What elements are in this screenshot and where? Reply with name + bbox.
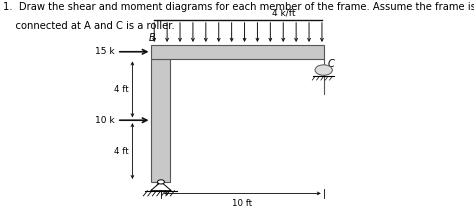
- Circle shape: [157, 180, 164, 184]
- Text: 4 ft: 4 ft: [114, 147, 129, 156]
- Text: 4 ft: 4 ft: [114, 85, 129, 94]
- Text: C: C: [327, 59, 334, 69]
- Text: 10 ft: 10 ft: [232, 199, 252, 208]
- Bar: [152, 45, 324, 59]
- Bar: [152, 59, 171, 182]
- Circle shape: [315, 65, 332, 75]
- Text: connected at A and C is a roller.: connected at A and C is a roller.: [3, 21, 175, 31]
- Text: 15 k: 15 k: [95, 47, 115, 56]
- Text: 1.  Draw the shear and moment diagrams for each member of the frame. Assume the : 1. Draw the shear and moment diagrams fo…: [3, 2, 474, 12]
- Text: 4 k/ft: 4 k/ft: [272, 9, 296, 18]
- Polygon shape: [151, 182, 172, 191]
- Text: B: B: [149, 33, 155, 43]
- Text: 10 k: 10 k: [95, 116, 115, 125]
- Text: A: A: [154, 183, 160, 193]
